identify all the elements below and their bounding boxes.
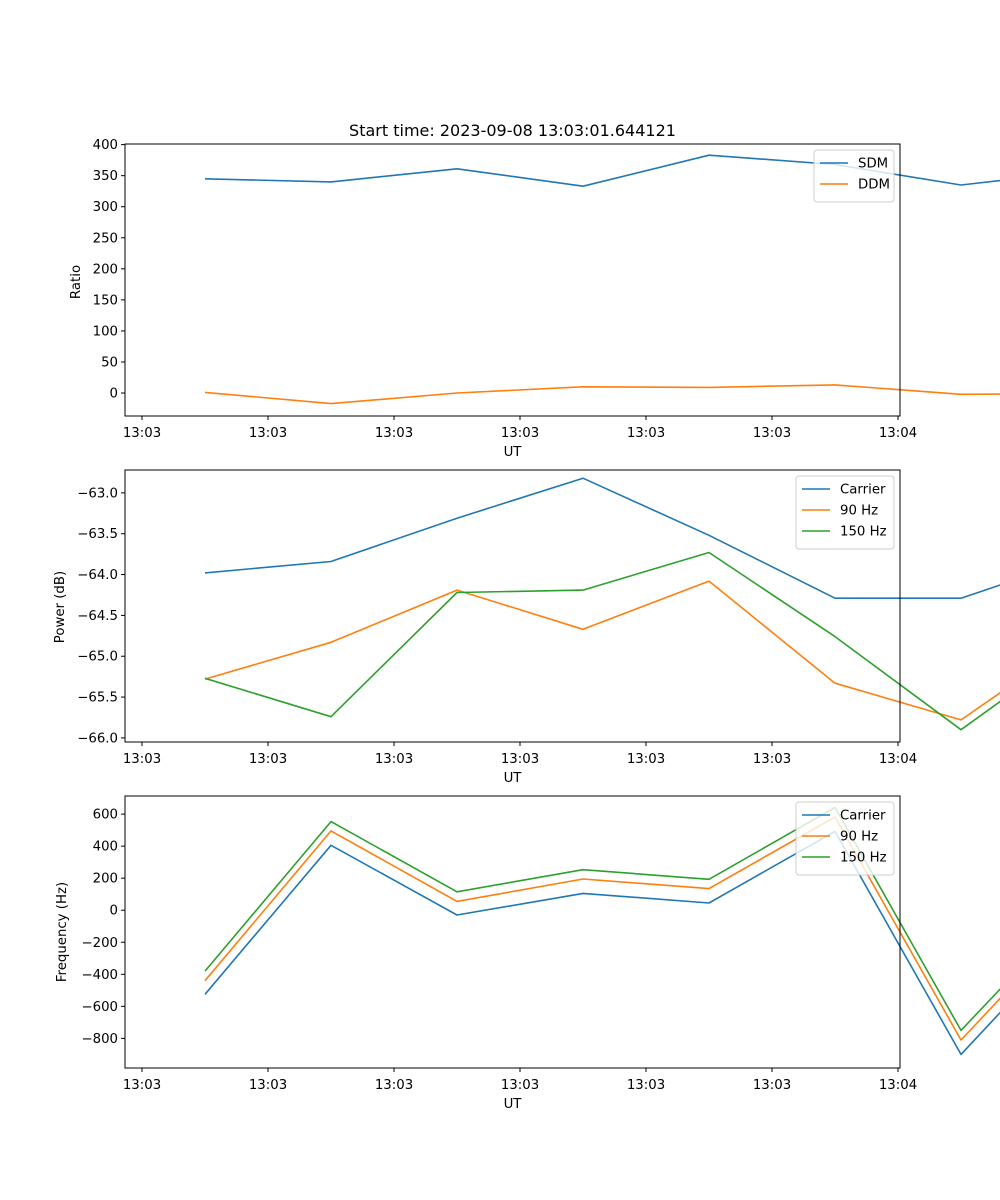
legend-label: 150 Hz: [840, 851, 887, 866]
plot-frame: [124, 795, 901, 1069]
y-tick-label: −65.5: [77, 691, 118, 706]
y-tick-label: −800: [81, 1032, 118, 1047]
y-axis-label: Power (dB): [53, 571, 68, 643]
series-line-ddm: [204, 384, 1000, 405]
legend-label: SDM: [858, 157, 888, 172]
series-line-sdm: [204, 154, 1000, 187]
frequency-panel: −800 −600 −400 −200 0 200 400 600 13:03 13:03 13:…: [55, 795, 1000, 1112]
y-axis-label: Frequency (Hz): [55, 882, 70, 982]
y-tick-label: 100: [93, 324, 118, 339]
y-tick-label: −600: [81, 1000, 118, 1015]
y-tick-label: 400: [93, 138, 118, 153]
x-tick-label: 13:03: [375, 1078, 413, 1093]
y-tick-label: 600: [93, 808, 118, 823]
y-tick-label: 250: [93, 231, 118, 246]
x-tick-label: 13:03: [123, 1078, 161, 1093]
x-tick-label: 13:03: [501, 1078, 539, 1093]
x-axis-label: UT: [504, 771, 523, 786]
legend: SDM DDM: [813, 149, 895, 203]
x-tick-label: 13:03: [627, 752, 665, 767]
x-axis-label: UT: [504, 1097, 523, 1112]
series-line-carrier: [204, 477, 1000, 600]
series-line-150-hz: [204, 551, 1000, 731]
x-tick-label: 13:03: [123, 426, 161, 441]
legend-label: 90 Hz: [840, 830, 878, 845]
y-tick-label: −63.0: [77, 486, 118, 501]
legend-label: DDM: [858, 178, 890, 193]
y-tick-label: −64.0: [77, 568, 118, 583]
x-tick-label: 13:03: [249, 752, 287, 767]
series-line-90-hz: [204, 816, 1000, 1041]
y-axis-label: Ratio: [69, 265, 84, 299]
legend-label: 90 Hz: [840, 504, 878, 519]
y-tick-label: 50: [101, 355, 118, 370]
y-tick-label: 300: [93, 200, 118, 215]
x-tick-label: 13:03: [627, 426, 665, 441]
power-panel: −66.0 −65.5 −65.0 −64.5 −64.0 −63.5 −63.0 13:0…: [53, 469, 1000, 786]
x-tick-label: 13:03: [753, 1078, 791, 1093]
y-tick-label: 200: [93, 262, 118, 277]
legend: Carrier 90 Hz 150 Hz: [795, 475, 895, 550]
plot-frame: [124, 143, 901, 417]
y-tick-label: 0: [110, 387, 118, 402]
x-tick-label: 13:03: [753, 752, 791, 767]
x-tick-label: 13:04: [879, 1078, 917, 1093]
y-tick-label: 200: [93, 872, 118, 887]
y-tick-label: 0: [110, 904, 118, 919]
x-tick-label: 13:04: [879, 752, 917, 767]
y-tick-label: −200: [81, 936, 118, 951]
series-line-150-hz: [204, 806, 1000, 1032]
legend-label: 150 Hz: [840, 525, 887, 540]
x-tick-label: 13:03: [753, 426, 791, 441]
y-tick-label: 150: [93, 293, 118, 308]
legend-label: Carrier: [840, 809, 886, 824]
series-line-carrier: [204, 830, 1000, 1056]
x-tick-label: 13:03: [123, 752, 161, 767]
legend: Carrier 90 Hz 150 Hz: [795, 801, 895, 876]
y-tick-label: −63.5: [77, 527, 118, 542]
ratio-panel: Start time: 2023-09-08 13:03:01.644121 0…: [69, 121, 1000, 460]
plot-frame: [124, 469, 901, 743]
y-tick-label: −66.0: [77, 731, 118, 746]
x-tick-label: 13:03: [249, 1078, 287, 1093]
y-tick-label: 400: [93, 840, 118, 855]
x-axis-label: UT: [504, 445, 523, 460]
y-tick-label: 350: [93, 169, 118, 184]
chart-title: Start time: 2023-09-08 13:03:01.644121: [349, 121, 676, 140]
x-tick-label: 13:03: [375, 752, 413, 767]
legend-label: Carrier: [840, 483, 886, 498]
y-tick-label: −64.5: [77, 609, 118, 624]
x-tick-label: 13:03: [627, 1078, 665, 1093]
x-tick-label: 13:03: [375, 426, 413, 441]
x-tick-label: 13:03: [501, 752, 539, 767]
x-tick-label: 13:03: [501, 426, 539, 441]
x-tick-label: 13:04: [879, 426, 917, 441]
x-tick-label: 13:03: [249, 426, 287, 441]
y-tick-label: −65.0: [77, 650, 118, 665]
y-tick-label: −400: [81, 968, 118, 983]
